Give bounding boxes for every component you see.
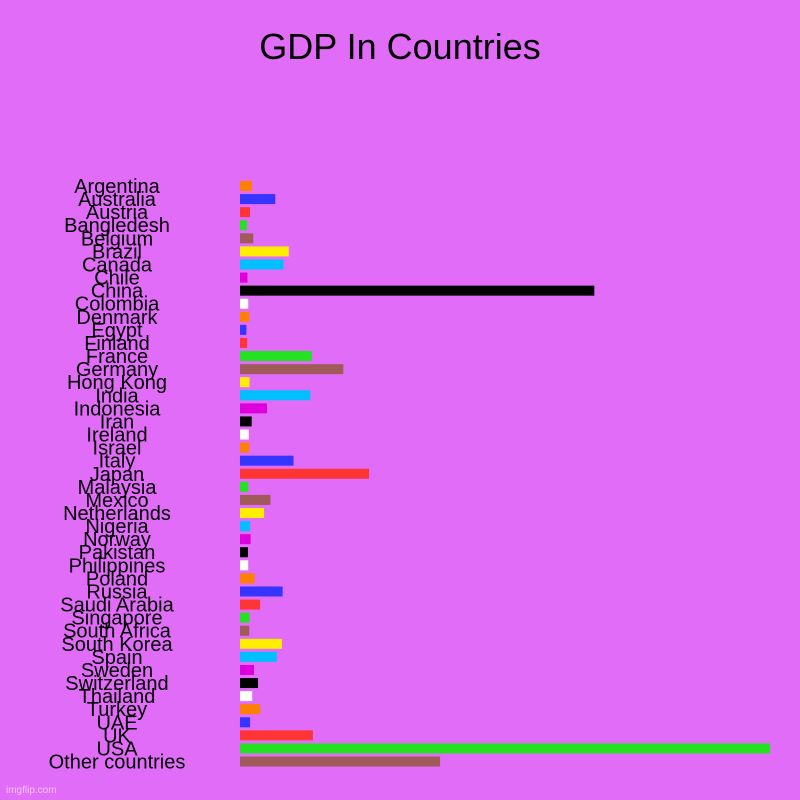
category-label: Iran	[100, 411, 134, 433]
bar-saudi-arabia	[240, 599, 261, 610]
bar-australia	[240, 194, 276, 205]
category-label: India	[95, 385, 139, 407]
bar-india	[240, 390, 311, 401]
category-label: Colombia	[75, 294, 160, 316]
category-label: Argentina	[74, 176, 160, 198]
bar-south-africa	[240, 625, 250, 636]
bar-switzerland	[240, 678, 259, 689]
bar-italy	[240, 455, 294, 466]
category-label: Sweden	[81, 660, 153, 682]
bars	[240, 181, 770, 767]
bar-poland	[240, 573, 255, 584]
category-label: Norway	[83, 529, 151, 551]
bar-ireland	[240, 429, 249, 440]
bar-thailand	[240, 691, 253, 702]
bar-iran	[240, 416, 252, 427]
category-label: Bangledesh	[64, 215, 170, 237]
category-label: UAE	[96, 712, 137, 734]
bar-turkey	[240, 704, 261, 715]
bar-indonesia	[240, 403, 268, 414]
category-label: Russia	[86, 581, 148, 603]
bar-chile	[240, 272, 248, 283]
bar-france	[240, 351, 312, 362]
bar-israel	[240, 442, 250, 453]
bar-pakistan	[240, 547, 248, 558]
category-label: Spain	[91, 647, 142, 669]
category-label: Japan	[90, 464, 145, 486]
category-label: Turkey	[87, 699, 147, 721]
bar-spain	[240, 651, 277, 662]
bar-other-countries	[240, 756, 441, 767]
category-label: Netherlands	[63, 503, 171, 525]
bar-denmark	[240, 311, 250, 322]
category-label: Hong Kong	[67, 372, 167, 394]
bar-canada	[240, 259, 284, 270]
category-label: Italy	[99, 451, 136, 473]
bar-usa	[240, 743, 770, 754]
bar-argentina	[240, 181, 252, 191]
category-label: Finland	[84, 333, 150, 355]
category-label: Philippines	[69, 555, 166, 577]
bar-hong-kong	[240, 377, 250, 388]
category-label: Austria	[86, 202, 149, 224]
category-label: Nigeria	[85, 516, 149, 538]
category-label: Thailand	[79, 686, 156, 708]
bar-netherlands	[240, 508, 265, 518]
category-label: Brazil	[92, 241, 142, 263]
category-labels: ArgentinaAustraliaAustriaBangledeshBelgi…	[49, 176, 186, 774]
category-label: Singapore	[71, 608, 162, 630]
bar-norway	[240, 534, 251, 545]
category-label: Indonesia	[74, 398, 162, 420]
bar-uk	[240, 730, 313, 741]
bar-austria	[240, 207, 251, 218]
bar-russia	[240, 586, 283, 597]
bar-japan	[240, 468, 370, 479]
category-label: South Korea	[61, 634, 173, 656]
bar-uae	[240, 717, 251, 728]
category-label: Poland	[86, 568, 148, 590]
category-label: USA	[96, 738, 138, 760]
category-label: Egypt	[91, 320, 143, 342]
bar-south-korea	[240, 638, 282, 649]
bar-mexico	[240, 494, 271, 505]
category-label: Israel	[93, 438, 142, 460]
bar-singapore	[240, 612, 250, 623]
category-label: South Africa	[63, 621, 172, 643]
category-label: Pakistan	[79, 542, 156, 564]
watermark: imgflip.com	[6, 785, 57, 796]
category-label: Belgium	[81, 228, 153, 250]
bar-sweden	[240, 664, 255, 675]
category-label: Mexico	[85, 490, 148, 512]
category-label: UK	[103, 725, 131, 747]
category-label: Denmark	[76, 307, 158, 329]
category-label: Canada	[82, 254, 153, 276]
category-label: Ireland	[86, 425, 147, 447]
category-label: China	[91, 281, 144, 303]
category-label: Saudi Arabia	[60, 595, 174, 617]
category-label: Switzerland	[65, 673, 168, 695]
bar-germany	[240, 364, 344, 375]
bar-belgium	[240, 233, 254, 244]
bar-china	[240, 285, 595, 296]
bar-colombia	[240, 298, 249, 309]
category-label: Malaysia	[78, 477, 158, 499]
bar-finland	[240, 337, 248, 348]
category-label: Germany	[76, 359, 158, 381]
bar-egypt	[240, 324, 247, 335]
category-label: Australia	[78, 189, 157, 211]
bar-brazil	[240, 246, 289, 257]
bar-bangledesh	[240, 220, 247, 231]
category-label: Other countries	[49, 752, 186, 774]
category-label: Chile	[94, 268, 140, 290]
bar-nigeria	[240, 521, 251, 532]
bar-philippines	[240, 560, 249, 571]
bar-malaysia	[240, 481, 249, 492]
category-label: France	[86, 346, 148, 368]
chart-title: GDP In Countries	[259, 26, 541, 67]
